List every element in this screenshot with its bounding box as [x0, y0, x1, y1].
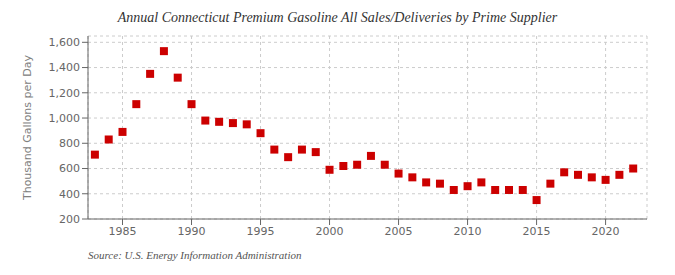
- svg-text:200: 200: [59, 213, 80, 226]
- svg-text:2000: 2000: [316, 225, 344, 238]
- svg-text:2010: 2010: [454, 225, 482, 238]
- html-text:Annual Connecticut Premium Gas: Annual Connecticut Premium Gasoline All …: [117, 10, 558, 25]
- svg-text:Thousand Gallons per Day: Thousand Gallons per Day: [21, 54, 34, 201]
- svg-text:1,600: 1,600: [49, 36, 81, 49]
- svg-text:2005: 2005: [385, 225, 413, 238]
- svg-text:1985: 1985: [109, 225, 137, 238]
- html-text:Source: U.S. Energy Informatio: Source: U.S. Energy Information Administ…: [88, 249, 302, 261]
- svg-text:1990: 1990: [178, 225, 206, 238]
- svg-text:2020: 2020: [592, 225, 620, 238]
- svg-text:800: 800: [59, 137, 80, 150]
- svg-text:400: 400: [59, 188, 80, 201]
- svg-text:1995: 1995: [247, 225, 275, 238]
- svg-text:1,200: 1,200: [49, 87, 81, 100]
- svg-text:1,000: 1,000: [49, 112, 81, 125]
- svg-text:600: 600: [59, 162, 80, 175]
- svg-text:1,400: 1,400: [49, 61, 81, 74]
- svg-text:2015: 2015: [523, 225, 551, 238]
